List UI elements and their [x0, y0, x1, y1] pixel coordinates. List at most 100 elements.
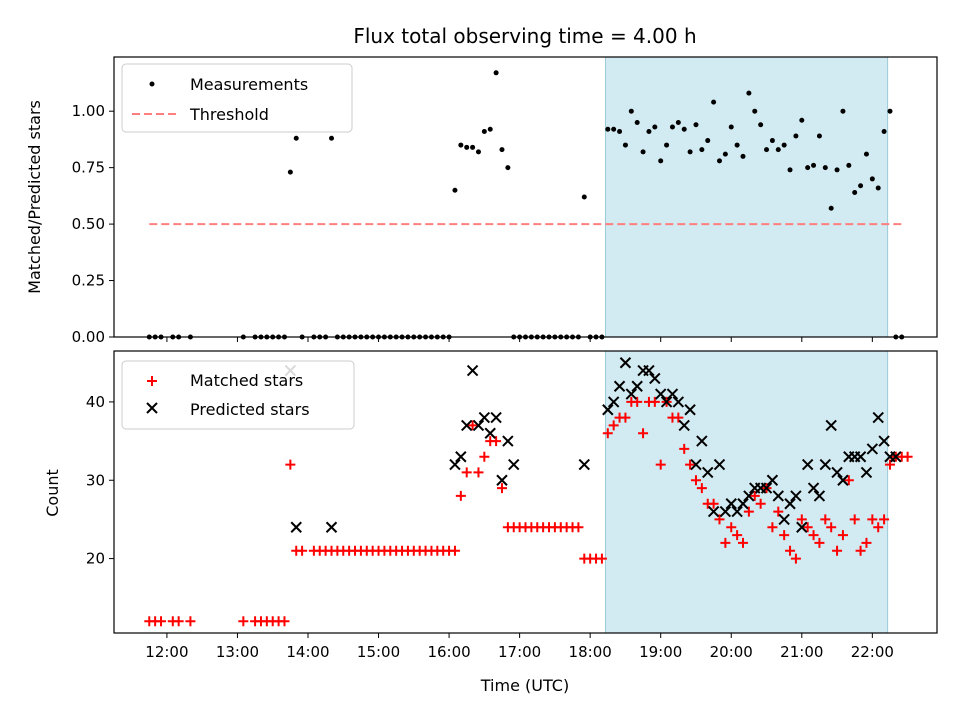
measurements-legend-marker [149, 81, 155, 87]
measurement-point [769, 138, 775, 144]
matched-stars-point [467, 420, 478, 431]
predicted-stars-point [801, 458, 814, 471]
top-y-ticks: 0.00 0.25 0.50 0.75 1.00 [72, 102, 114, 346]
bottom-highlight-span [604, 350, 889, 634]
matched-stars-point [785, 545, 796, 556]
measurement-point [705, 138, 711, 144]
top-axes-frame [113, 56, 938, 338]
measurement-point [664, 142, 670, 148]
bottom-x-tick-label: 18:00 [569, 643, 612, 661]
predicted-stars-point [778, 513, 790, 526]
matched-stars-point [726, 522, 737, 533]
matched-stars-point [749, 490, 760, 501]
measurement-point [740, 153, 746, 159]
measurement-point [858, 183, 864, 189]
top-x-ticks [166, 337, 873, 342]
top-y-axis-label: Matched/Predicted stars [25, 100, 44, 294]
bottom-x-tick-label: 15:00 [357, 643, 400, 661]
measurement-point [611, 126, 617, 132]
measurement-point [734, 142, 740, 148]
matched-stars-point [773, 506, 784, 517]
predicted-stars-point [602, 404, 614, 416]
top-y-tick-label: 0.25 [72, 272, 105, 290]
predicted-stars-point [496, 474, 508, 486]
predicted-stars-point [825, 419, 837, 432]
predicted-stars-point [766, 474, 779, 486]
matched-stars-point [843, 475, 854, 486]
matched-stars-point [820, 514, 831, 525]
predicted-stars-point [878, 435, 890, 447]
matched-stars-point [861, 537, 872, 548]
bottom-legend: Matched stars Predicted stars [121, 360, 355, 430]
predicted-stars-point [696, 435, 708, 447]
measurement-point [716, 158, 722, 164]
matched-stars-point [738, 537, 749, 548]
matched-stars-point [708, 498, 719, 509]
matched-stars-point [832, 545, 843, 556]
measurement-point [675, 119, 681, 125]
matched-stars-point [755, 498, 766, 509]
measurement-point [875, 185, 881, 191]
bottom-panel: 20 30 40 12:00 13:00 14:00 15:00 16:00 17:00 18:… [43, 350, 938, 695]
matched-stars-point [796, 514, 807, 525]
measurement-point [869, 176, 875, 182]
measurement-point [329, 135, 335, 141]
top-plot-marks [146, 70, 905, 340]
matched-stars-point [873, 522, 884, 533]
measurement-point [652, 124, 658, 130]
top-highlight-span [604, 56, 889, 338]
matched-stars-point [808, 530, 819, 541]
measurement-point [452, 187, 458, 193]
predicted-stars-point [455, 451, 467, 463]
measurement-point [764, 147, 770, 153]
bottom-x-tick-label: 19:00 [639, 643, 682, 661]
measurement-point [758, 122, 764, 128]
predicted-stars-point [796, 521, 808, 533]
measurement-point [852, 189, 858, 195]
matched-stars-point [696, 483, 707, 494]
bottom-y-ticks: 20 30 40 [86, 393, 114, 568]
measurement-point [693, 122, 699, 128]
matched-stars-point [632, 396, 643, 407]
predicted-stars-point [631, 380, 643, 392]
measurement-point [640, 149, 646, 155]
matched-stars-point [685, 459, 696, 470]
measurement-point [846, 162, 852, 168]
matched-stars-point [855, 545, 866, 556]
measurements-legend-label: Measurements [190, 75, 308, 94]
top-legend-box [121, 63, 353, 133]
predicted-stars-point [866, 443, 879, 455]
bottom-y-axis-label: Count [43, 469, 62, 517]
predicted-stars-point [666, 388, 679, 400]
predicted-stars-point [737, 498, 749, 510]
measurement-point [581, 194, 587, 200]
predicted-stars-point [578, 458, 590, 471]
measurement-point [881, 129, 887, 135]
matched-stars-point [649, 396, 660, 407]
predicted-stars-point [772, 490, 784, 502]
matched-stars-point [620, 412, 631, 423]
matched-stars-point [473, 467, 484, 478]
matched-stars-point [826, 522, 837, 533]
matched-stars-point [732, 530, 743, 541]
predicted-stars-point [484, 427, 496, 439]
predicted-stars-point [790, 490, 802, 502]
bottom-axes-frame [113, 350, 938, 634]
matched-stars-point [867, 514, 878, 525]
bottom-plot-marks [144, 357, 913, 627]
measurement-point [287, 169, 293, 175]
bottom-x-ticks: 12:00 13:00 14:00 15:00 16:00 17:00 18:00 19:00… [145, 633, 894, 661]
bottom-x-tick-label: 16:00 [427, 643, 470, 661]
x-axis-label: Time (UTC) [480, 676, 569, 695]
predicted-stars-legend-marker [146, 402, 158, 414]
matched-stars-point [779, 530, 790, 541]
measurement-point [805, 165, 811, 171]
measurement-point [746, 90, 752, 96]
bottom-x-tick-label: 14:00 [286, 643, 329, 661]
matched-stars-point [714, 514, 725, 525]
predicted-stars-point [508, 458, 520, 471]
measurement-point [722, 151, 728, 157]
predicted-stars-point [461, 419, 473, 432]
measurement-point [658, 158, 664, 164]
matched-stars-point [790, 553, 801, 564]
